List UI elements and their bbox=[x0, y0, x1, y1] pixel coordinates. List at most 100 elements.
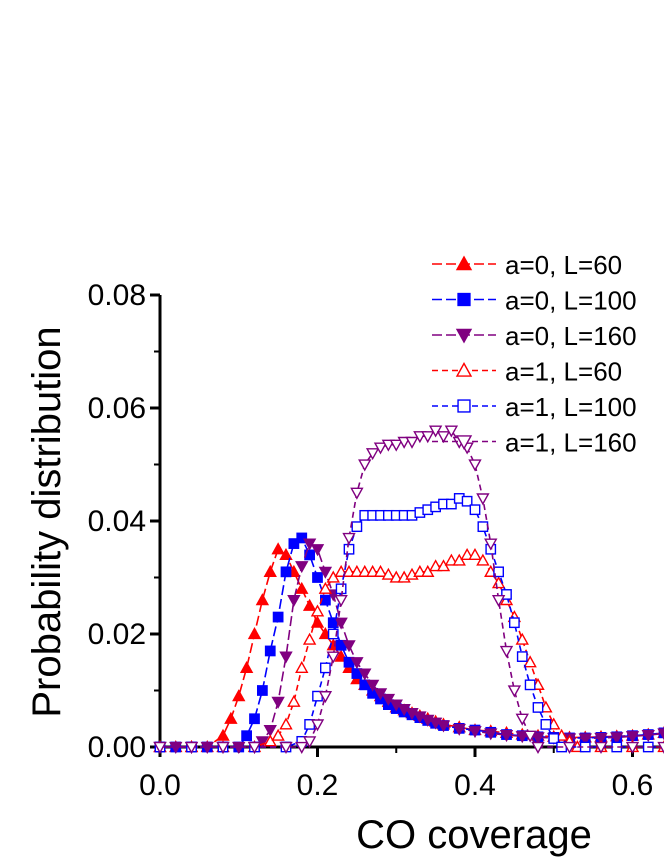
data-point bbox=[318, 691, 333, 704]
data-point bbox=[444, 425, 459, 438]
data-point bbox=[373, 442, 388, 455]
legend-label: a=1, L=60 bbox=[505, 357, 622, 387]
data-point bbox=[469, 504, 481, 516]
data-point bbox=[413, 431, 427, 444]
data-point bbox=[216, 728, 230, 741]
data-point bbox=[184, 741, 199, 754]
data-point bbox=[310, 544, 325, 557]
y-tick-label: 0.08 bbox=[88, 279, 146, 312]
data-point bbox=[460, 547, 474, 560]
data-point bbox=[413, 564, 427, 577]
data-point bbox=[515, 731, 529, 744]
data-point bbox=[641, 730, 655, 743]
data-point bbox=[295, 741, 309, 754]
legend-item: a=1, L=160 bbox=[432, 428, 637, 458]
data-point bbox=[247, 627, 262, 640]
data-point bbox=[153, 741, 167, 754]
data-point bbox=[468, 726, 482, 739]
data-point bbox=[477, 521, 489, 533]
data-point bbox=[264, 645, 276, 657]
data-point bbox=[255, 593, 270, 606]
data-point bbox=[320, 662, 331, 674]
data-point bbox=[318, 566, 333, 579]
data-point bbox=[397, 436, 411, 449]
data-point bbox=[657, 741, 664, 754]
data-point bbox=[224, 711, 238, 724]
legend-label: a=1, L=100 bbox=[505, 392, 637, 422]
data-point bbox=[271, 696, 285, 709]
data-point bbox=[468, 547, 482, 560]
data-point bbox=[342, 564, 356, 577]
data-point bbox=[381, 439, 396, 452]
data-point bbox=[476, 553, 490, 566]
data-point bbox=[334, 595, 348, 608]
data-point bbox=[295, 581, 309, 594]
data-point bbox=[327, 628, 339, 640]
data-point bbox=[625, 741, 640, 754]
data-point bbox=[302, 736, 317, 749]
data-point bbox=[365, 564, 380, 577]
data-point bbox=[335, 583, 347, 595]
data-point bbox=[350, 564, 364, 577]
data-point bbox=[247, 741, 262, 754]
data-point bbox=[457, 292, 471, 307]
data-point bbox=[310, 615, 325, 628]
data-point bbox=[657, 728, 664, 741]
data-point bbox=[365, 448, 380, 461]
data-point bbox=[499, 730, 514, 743]
data-point bbox=[232, 689, 246, 702]
data-point bbox=[295, 660, 309, 673]
data-point bbox=[594, 732, 608, 745]
data-point bbox=[436, 720, 451, 733]
data-point bbox=[271, 542, 285, 555]
data-point bbox=[295, 561, 309, 574]
data-point bbox=[468, 459, 482, 472]
x-tick-label: 0.0 bbox=[139, 769, 181, 802]
data-point bbox=[457, 399, 471, 413]
y-tick-label: 0.04 bbox=[88, 505, 146, 538]
data-point bbox=[531, 732, 545, 745]
data-point bbox=[515, 632, 529, 645]
data-point bbox=[389, 439, 403, 452]
data-point bbox=[342, 640, 356, 653]
y-tick-label: 0.06 bbox=[88, 392, 146, 425]
data-point bbox=[249, 713, 260, 725]
data-point bbox=[484, 728, 498, 741]
data-point bbox=[302, 632, 317, 645]
data-point bbox=[318, 581, 333, 594]
data-point bbox=[279, 547, 293, 560]
data-point bbox=[326, 651, 340, 664]
series-line bbox=[160, 497, 664, 748]
data-point bbox=[421, 431, 435, 444]
data-point bbox=[373, 564, 388, 577]
data-point bbox=[491, 595, 506, 608]
data-point bbox=[476, 493, 490, 506]
data-point bbox=[493, 566, 505, 578]
data-point bbox=[455, 362, 473, 377]
data-point bbox=[594, 741, 608, 754]
data-point bbox=[532, 702, 544, 713]
data-point bbox=[342, 532, 356, 545]
data-point bbox=[358, 564, 372, 577]
data-point bbox=[288, 538, 300, 549]
legend-item: a=0, L=100 bbox=[432, 286, 637, 316]
data-point bbox=[272, 611, 284, 623]
data-point bbox=[499, 645, 514, 658]
legend-label: a=1, L=160 bbox=[505, 428, 637, 458]
data-point bbox=[578, 733, 592, 746]
data-point bbox=[625, 731, 640, 744]
data-point bbox=[302, 598, 317, 611]
data-point bbox=[484, 538, 498, 551]
data-point bbox=[296, 532, 308, 544]
data-point bbox=[263, 724, 277, 737]
data-point bbox=[452, 723, 466, 736]
data-point bbox=[280, 566, 292, 578]
data-point bbox=[405, 436, 419, 449]
data-point bbox=[455, 255, 473, 271]
data-point bbox=[562, 741, 577, 754]
legend-item: a=0, L=60 bbox=[432, 250, 622, 280]
x-tick-label: 0.4 bbox=[454, 769, 496, 802]
data-point bbox=[350, 657, 364, 670]
axes: 0.000.020.040.060.080.00.20.40.60.8 bbox=[88, 279, 664, 802]
data-point bbox=[263, 564, 277, 577]
